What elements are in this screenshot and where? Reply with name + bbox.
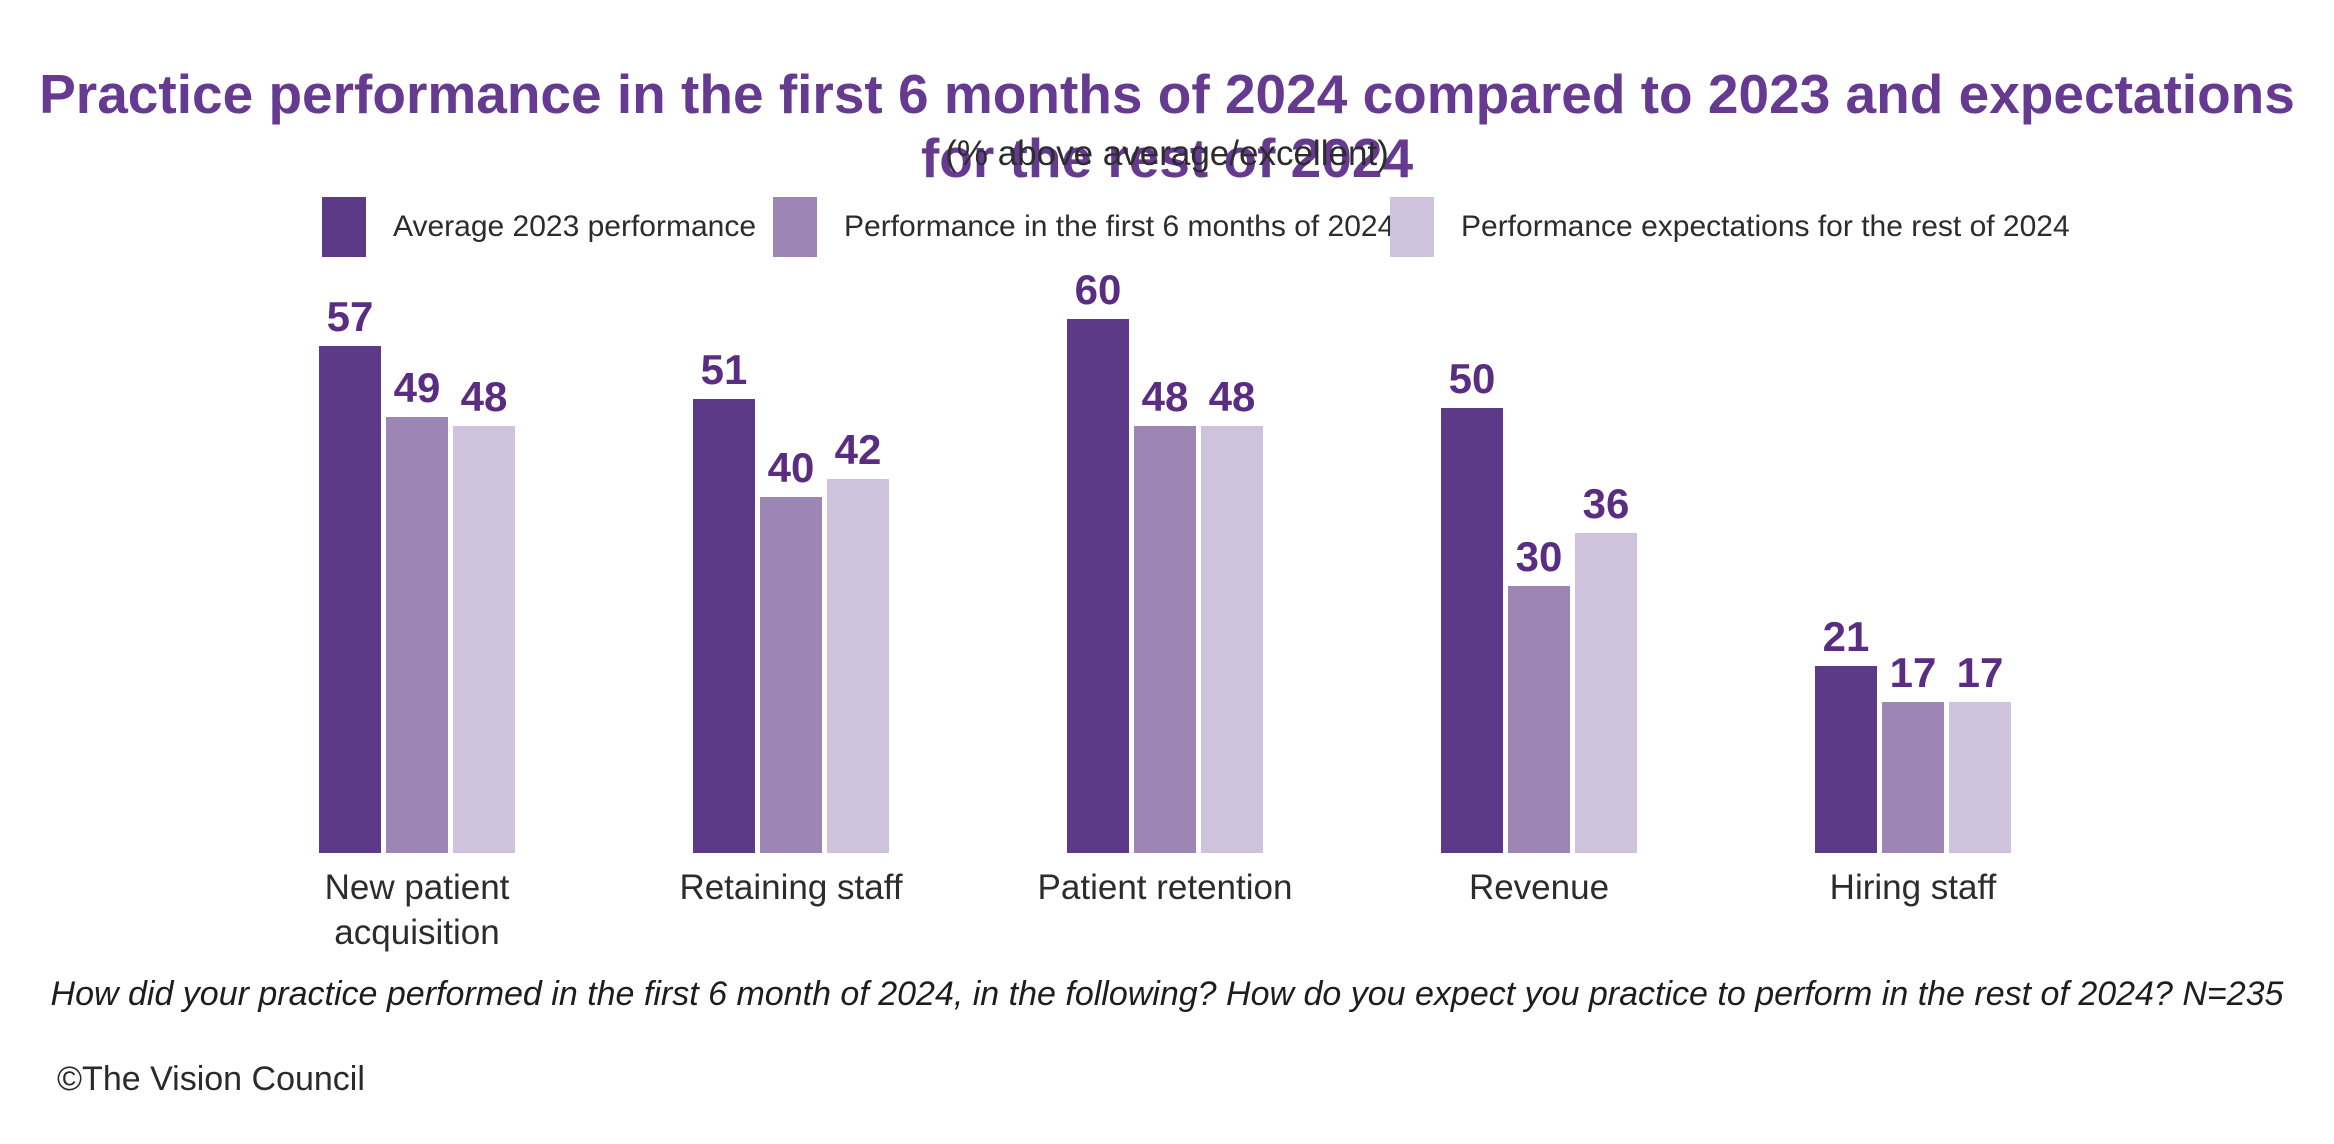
bar-value-label: 51 — [700, 346, 748, 393]
bar — [693, 399, 755, 853]
bar-value-label: 48 — [1208, 373, 1256, 420]
bar-value-label: 17 — [1956, 649, 2004, 696]
bar-value-label: 49 — [393, 364, 441, 411]
bar-cell: 48 — [1134, 375, 1196, 853]
bar-value-label: 60 — [1074, 266, 1122, 313]
bar — [1067, 319, 1129, 853]
bar-value-label: 21 — [1822, 613, 1870, 660]
survey-question-footnote: How did your practice performed in the f… — [50, 975, 2284, 1013]
bar-group: 60 48 48 — [1067, 268, 1263, 853]
copyright-text: ©The Vision Council — [57, 1060, 365, 1098]
legend-swatch-dark — [322, 197, 366, 257]
bar — [1201, 426, 1263, 853]
legend-item-2023-performance: Average 2023 performance — [322, 197, 756, 257]
bar-group: 50 30 36 — [1441, 357, 1637, 853]
bar — [827, 479, 889, 853]
bar-cell: 40 — [760, 446, 822, 853]
bar-value-label: 40 — [767, 444, 815, 491]
bar-cell: 17 — [1882, 651, 1944, 853]
bar-value-label: 57 — [326, 293, 374, 340]
bar-cell: 30 — [1508, 535, 1570, 853]
category-axis-labels: New patient acquisition Retaining staff Pa… — [0, 865, 2334, 975]
bar-cell: 49 — [386, 366, 448, 853]
bar — [1508, 586, 1570, 853]
bar-value-label: 42 — [834, 426, 882, 473]
bar — [760, 497, 822, 853]
bar-group: 21 17 17 — [1815, 615, 2011, 853]
bar-cell: 48 — [1201, 375, 1263, 853]
bar — [1882, 702, 1944, 853]
legend-swatch-light — [1390, 197, 1434, 257]
bar — [386, 417, 448, 853]
bar — [1441, 408, 1503, 853]
category-label: Patient retention — [1037, 868, 1293, 907]
bar-value-label: 17 — [1889, 649, 1937, 696]
bar-cell: 17 — [1949, 651, 2011, 853]
legend-swatch-medium — [773, 197, 817, 257]
bar — [1815, 666, 1877, 853]
category-label: Revenue — [1468, 868, 1610, 907]
chart-subtitle: (% above average/excellent) — [945, 134, 1389, 173]
legend-item-first-6-months-2024: Performance in the first 6 months of 202… — [773, 197, 1394, 257]
bar — [319, 346, 381, 853]
bar-value-label: 36 — [1582, 480, 1630, 527]
bar-group: 57 49 48 — [319, 295, 515, 853]
bar-value-label: 48 — [1141, 373, 1189, 420]
category-label: Hiring staff — [1829, 868, 1997, 907]
legend-label: Performance expectations for the rest of… — [1461, 210, 2070, 243]
category-label: New patient acquisition — [324, 868, 510, 952]
bar-cell: 21 — [1815, 615, 1877, 853]
bar-cell: 42 — [827, 428, 889, 853]
chart-title: Practice performance in the first 6 mont… — [39, 63, 2295, 189]
bar-cell: 60 — [1067, 268, 1129, 853]
legend-label: Performance in the first 6 months of 202… — [844, 210, 1395, 243]
bar-cell: 57 — [319, 295, 381, 853]
bar-group: 51 40 42 — [693, 348, 889, 853]
bar-value-label: 50 — [1448, 355, 1496, 402]
bar-chart: 57 49 48 51 40 42 60 48 48 50 30 36 21 17 17 — [319, 260, 2011, 853]
legend-label: Average 2023 performance — [393, 210, 757, 243]
bar-cell: 51 — [693, 348, 755, 853]
bar-value-label: 30 — [1515, 533, 1563, 580]
bar — [453, 426, 515, 853]
legend-item-expectations-rest-2024: Performance expectations for the rest of… — [1390, 197, 2070, 257]
bar — [1575, 533, 1637, 853]
legend: Average 2023 performance Performance in … — [0, 197, 2334, 257]
bar — [1949, 702, 2011, 853]
bar-value-label: 48 — [460, 373, 508, 420]
bar-cell: 36 — [1575, 482, 1637, 853]
bar-cell: 50 — [1441, 357, 1503, 853]
bar-cell: 48 — [453, 375, 515, 853]
bar — [1134, 426, 1196, 853]
category-label: Retaining staff — [679, 868, 903, 907]
